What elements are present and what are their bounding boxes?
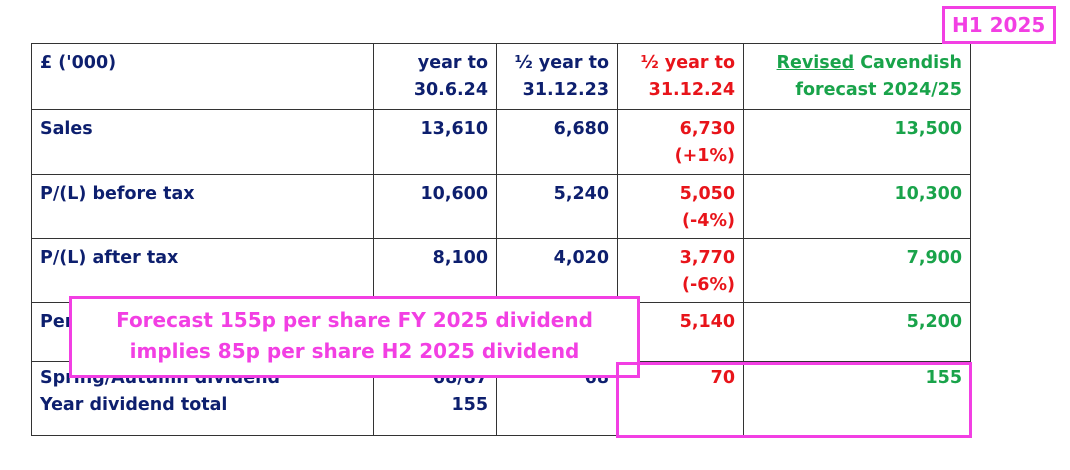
cell-value: 5,050 (-4%) [617,174,744,239]
header-half-year-31-12-23: ½ year to 31.12.23 [496,43,618,110]
cell-value: 10,300 [743,174,971,239]
cell-value: 6,730 (+1%) [617,109,744,175]
callout-line-1: Forecast 155p per share FY 2025 dividend [116,308,593,332]
header-currency-label: £ ('000) [31,43,374,110]
header-revised-forecast: Revised Cavendish forecast 2024/25 [743,43,971,110]
cell-value: 4,020 [496,238,618,303]
cell-value: 5,240 [496,174,618,239]
cell-value: 6,680 [496,109,618,175]
header-year-to-30-6-24: year to 30.6.24 [373,43,497,110]
header-row: £ ('000) year to 30.6.24 ½ year to 31.12… [31,43,971,110]
revised-word: Revised [776,53,855,73]
cell-value: 10,600 [373,174,497,239]
cell-value: 7,900 [743,238,971,303]
cell-value: 13,500 [743,109,971,175]
h1-2025-badge: H1 2025 [942,6,1057,44]
row-label: P/(L) before tax [31,174,374,239]
table-row: P/(L) before tax 10,600 5,240 5,050 (-4%… [31,174,971,239]
cell-value: 5,200 [743,302,971,362]
table-row: P/(L) after tax 8,100 4,020 3,770 (-6%) … [31,238,971,303]
dividend-callout: Forecast 155p per share FY 2025 dividend… [69,296,640,378]
cell-value: 13,610 [373,109,497,175]
cell-value: 3,770 (-6%) [617,238,744,303]
header-half-year-31-12-24: ½ year to 31.12.24 [617,43,744,110]
cell-value: 8,100 [373,238,497,303]
row-label: Sales [31,109,374,175]
dividend-highlight-box [616,362,972,438]
table-row: Sales 13,610 6,680 6,730 (+1%) 13,500 [31,109,971,175]
callout-line-2: implies 85p per share H2 2025 dividend [129,339,580,363]
row-label: P/(L) after tax [31,238,374,303]
